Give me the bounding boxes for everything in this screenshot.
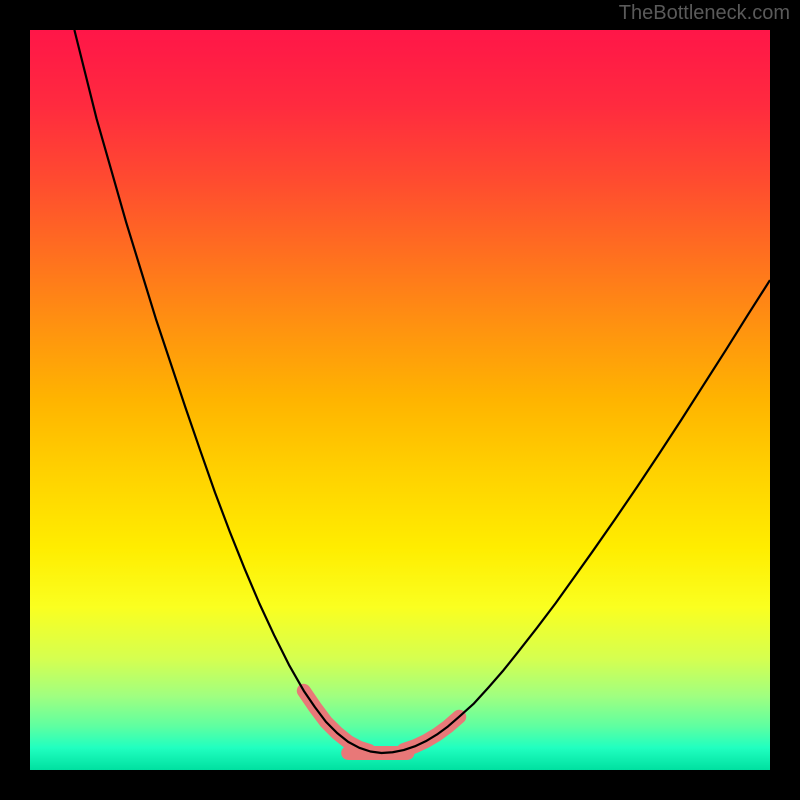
watermark-text: TheBottleneck.com bbox=[619, 2, 790, 25]
highlight-left bbox=[304, 691, 369, 751]
bottleneck-curve bbox=[74, 30, 770, 753]
curve-layer bbox=[30, 30, 770, 770]
highlight-right bbox=[404, 717, 460, 750]
plot-area bbox=[30, 30, 770, 770]
